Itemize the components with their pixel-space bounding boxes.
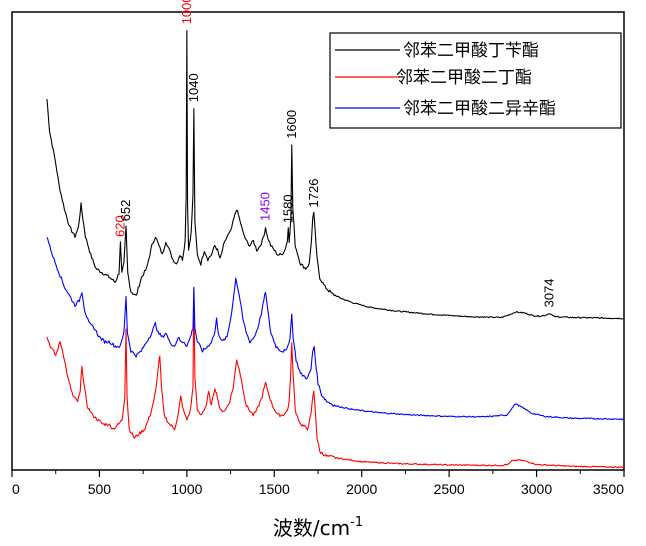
x-axis-title-main: 波数/cm (273, 516, 350, 540)
x-tick-label-3500: 3500 (593, 481, 624, 497)
legend-label-series-3: 邻苯二甲酸二异辛酯 (403, 99, 556, 119)
peak-label-1040: 1040 (186, 73, 201, 102)
series-line-1 (46, 30, 625, 320)
x-tick-label-500: 500 (88, 481, 112, 497)
x-axis-title-superscript: -1 (350, 515, 363, 530)
legend-label-series-2: 邻苯二甲酸二丁酯 (396, 68, 532, 88)
peak-label-620: 620 (112, 215, 127, 237)
legend: 邻苯二甲酸丁苄酯 邻苯二甲酸二丁酯 邻苯二甲酸二异辛酯 (329, 32, 622, 129)
x-tick-label-1500: 1500 (259, 481, 290, 497)
x-tick-label-1000: 1000 (171, 481, 202, 497)
x-tick-label-2000: 2000 (346, 481, 377, 497)
x-tick-label-0: 0 (12, 481, 20, 497)
x-axis-ticks: 0 500 1000 1500 2000 2500 3000 3500 (11, 470, 625, 497)
series-layer (46, 30, 625, 469)
peak-label-652: 652 (118, 200, 133, 222)
x-axis-title: 波数/cm-1 (273, 515, 363, 540)
legend-label-series-1: 邻苯二甲酸丁苄酯 (403, 41, 539, 61)
peak-label-1580: 1580 (280, 194, 295, 223)
x-tick-label-3000: 3000 (521, 481, 552, 497)
peak-label-1000: 1000 (179, 0, 194, 24)
legend-box (329, 32, 622, 129)
x-tick-label-2500: 2500 (434, 481, 465, 497)
peak-label-1450: 1450 (258, 192, 273, 221)
peak-label-1726: 1726 (306, 179, 321, 208)
peak-label-1600: 1600 (284, 110, 299, 139)
series-line-2 (46, 287, 625, 469)
peak-label-3074: 3074 (542, 278, 557, 307)
series-line-3 (46, 236, 625, 421)
